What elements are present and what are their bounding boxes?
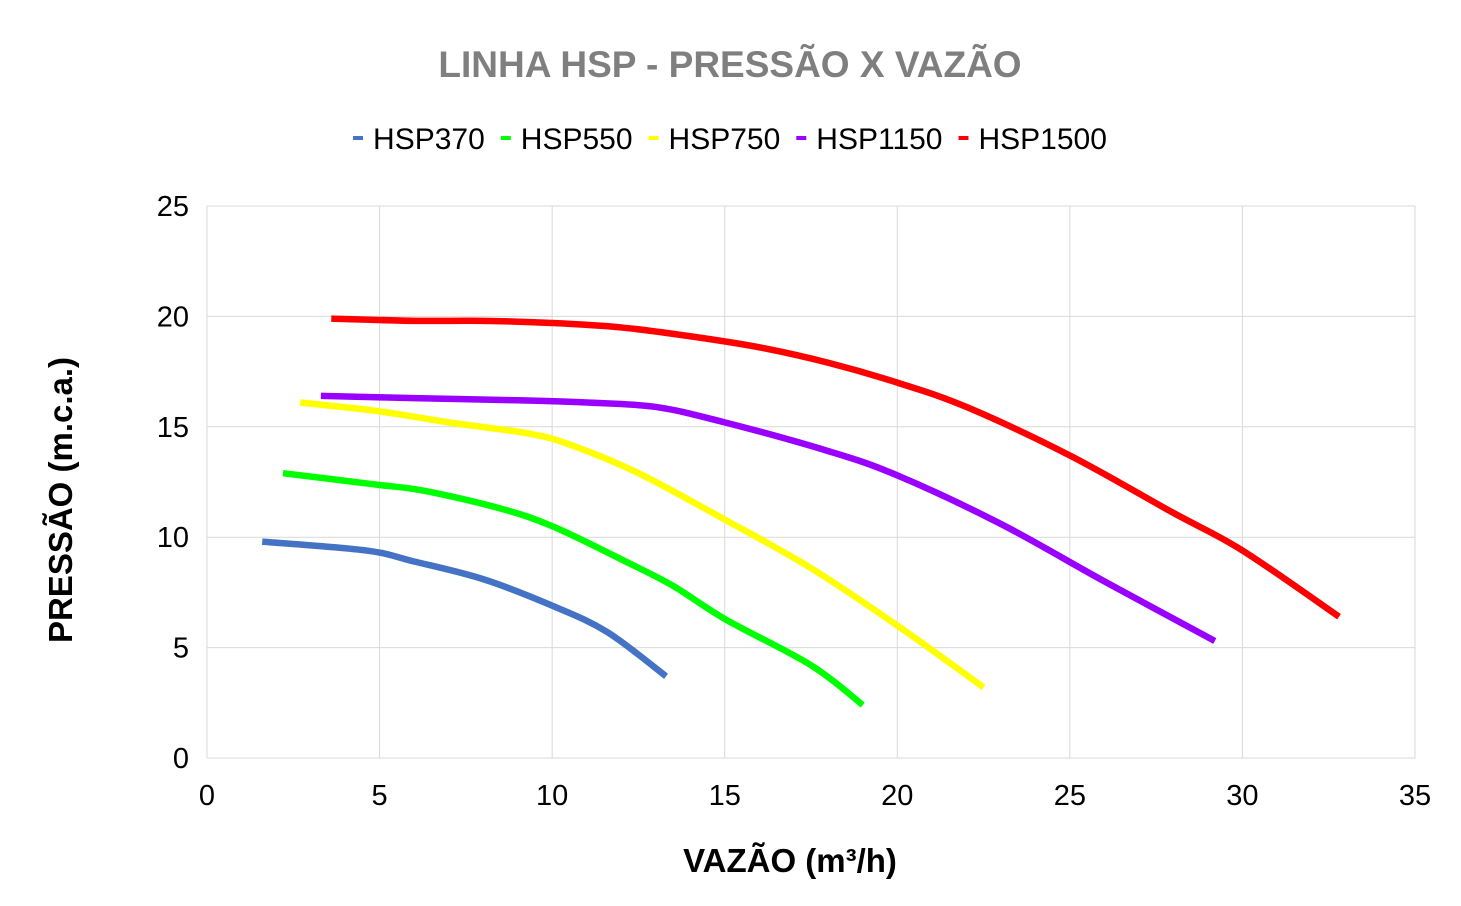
x-tick-label: 25 [1054, 780, 1086, 812]
series-lines [261, 315, 1341, 708]
y-tick-label: 15 [157, 412, 189, 444]
y-tick-label: 10 [157, 522, 189, 554]
series-line-hsp370 [261, 538, 668, 679]
x-tick-label: 10 [536, 780, 568, 812]
gridlines [206, 205, 1416, 759]
y-axis-title: PRESSÃO (m.c.a.) [42, 357, 79, 643]
x-tick-labels: 0 5 10 15 20 25 30 35 [199, 780, 1431, 812]
x-tick-label: 5 [372, 780, 388, 812]
chart-title: LINHA HSP - PRESSÃO X VAZÃO [438, 43, 1021, 85]
series-line-hsp1500 [331, 315, 1341, 620]
x-tick-label: 15 [709, 780, 741, 812]
legend-label-hsp750: HSP750 [669, 123, 781, 156]
y-tick-label: 20 [157, 301, 189, 333]
legend-label-hsp1500: HSP1500 [979, 123, 1107, 156]
y-tick-label: 5 [173, 633, 189, 665]
y-tick-label: 25 [157, 191, 189, 223]
y-tick-labels: 0 5 10 15 20 25 [157, 191, 189, 775]
x-tick-label: 30 [1226, 780, 1258, 812]
x-axis-title: VAZÃO (m³/h) [683, 842, 897, 879]
legend-label-hsp550: HSP550 [521, 123, 633, 156]
legend-label-hsp370: HSP370 [373, 123, 485, 156]
x-tick-label: 35 [1399, 780, 1431, 812]
y-tick-label: 0 [173, 743, 189, 775]
x-tick-label: 0 [199, 780, 215, 812]
series-line-hsp550 [282, 469, 865, 708]
legend: HSP370 HSP550 HSP750 HSP1150 HSP1500 [353, 123, 1107, 156]
series-line-hsp750 [299, 399, 986, 690]
series-line-hsp1150 [320, 392, 1217, 644]
legend-label-hsp1150: HSP1150 [816, 123, 942, 156]
x-tick-label: 20 [881, 780, 913, 812]
